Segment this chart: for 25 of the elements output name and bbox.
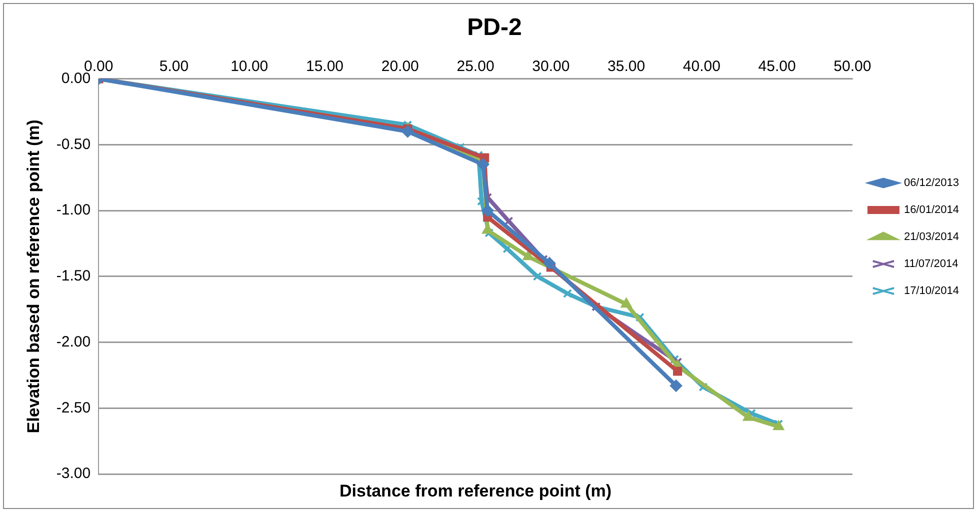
y-tick-label: -2.50 xyxy=(56,399,91,416)
x-tick-label: 35.00 xyxy=(608,58,646,75)
y-tick-label: -1.50 xyxy=(56,268,91,285)
y-tick-label: -1.00 xyxy=(56,202,91,219)
x-tick-label: 10.00 xyxy=(230,58,268,75)
y-axis-title: Elevation based on reference point (m) xyxy=(24,120,43,434)
x-tick-label: 50.00 xyxy=(834,58,872,75)
y-tick-label: -3.00 xyxy=(56,465,91,482)
y-tick-label: -2.00 xyxy=(56,333,91,350)
x-tick-label: 30.00 xyxy=(532,58,570,75)
legend-label: 17/10/2014 xyxy=(904,285,960,298)
x-tick-label: 45.00 xyxy=(758,58,796,75)
x-tick-label: 40.00 xyxy=(682,58,720,75)
x-tick-label: 20.00 xyxy=(381,58,419,75)
y-tick-label: -0.50 xyxy=(56,136,91,153)
x-axis-title: Distance from reference point (m) xyxy=(339,482,612,501)
legend-label: 21/03/2014 xyxy=(904,231,960,244)
x-tick-label: 5.00 xyxy=(159,58,189,75)
legend-label: 16/01/2014 xyxy=(904,204,960,216)
legend-label: 06/12/2013 xyxy=(904,177,960,190)
legend-label: 11/07/2014 xyxy=(904,258,958,270)
y-tick-label: 0.00 xyxy=(61,70,91,87)
x-tick-label: 25.00 xyxy=(456,58,494,75)
x-tick-label: 15.00 xyxy=(306,58,344,75)
chart-title: PD-2 xyxy=(467,14,522,42)
